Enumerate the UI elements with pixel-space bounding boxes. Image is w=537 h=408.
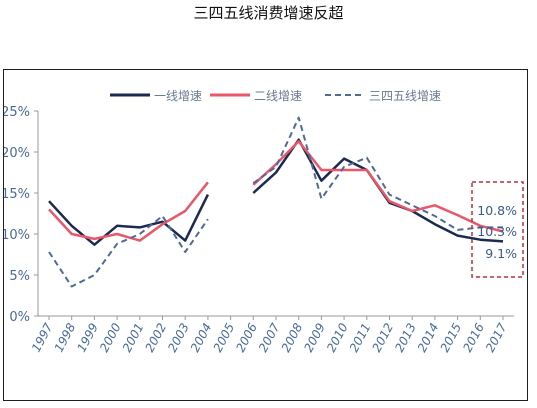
x-tick-label: 2009: [301, 321, 328, 355]
x-tick-label: 2000: [97, 321, 124, 355]
x-tick-label: 2003: [165, 321, 192, 355]
x-tick-label: 2013: [392, 321, 419, 355]
chart-axes: 0% 5% 10% 15% 20% 25% 199719981999200020012002…: [4, 105, 514, 354]
x-tick-label: 2017: [483, 321, 510, 355]
x-tick-label: 2008: [279, 321, 306, 355]
y-tick-label: 15%: [4, 187, 30, 202]
chart-frame: 0% 5% 10% 15% 20% 25% 1997 1998 1999 2000 2001 2002…: [3, 69, 528, 401]
x-tick-label: 2016: [460, 321, 487, 355]
x-tick-label: 2012: [369, 321, 396, 355]
x-tick-label: 1999: [74, 321, 101, 355]
legend-label: 二线增速: [254, 89, 302, 103]
series-line: [252, 140, 504, 233]
x-tick-label: 2014: [415, 321, 442, 355]
chart-series: [48, 116, 504, 288]
x-tick-label: 2015: [438, 321, 465, 355]
x-tick-label: 1997: [29, 321, 56, 355]
y-tick-label: 10%: [4, 228, 30, 243]
x-tick-label: 2005: [211, 321, 238, 355]
chart-annotations: 10.8% 10.3% 9.1%: [471, 181, 524, 278]
chart-legend: 一线增速 二线增速 三四五线增速: [110, 89, 441, 103]
x-tick-label: 2002: [142, 321, 169, 355]
series-line: [252, 116, 503, 231]
page-title: 三四五线消费增速反超: [193, 4, 344, 22]
x-tick-label: 2007: [256, 321, 283, 355]
legend-label: 三四五线增速: [369, 89, 441, 103]
y-tick-label: 25%: [4, 105, 30, 120]
series-line: [48, 215, 209, 288]
highlight-box: [471, 181, 524, 278]
x-tick-label: 2001: [120, 321, 147, 355]
series-line: [252, 138, 504, 243]
data-label: 10.8%: [477, 203, 517, 218]
x-tick-label: 1998: [52, 321, 79, 355]
y-tick-label: 0%: [9, 310, 30, 325]
legend-label: 一线增速: [154, 89, 202, 103]
x-tick-label: 2004: [188, 321, 215, 355]
data-label: 10.3%: [477, 224, 517, 239]
x-tick-label: 2006: [233, 321, 260, 355]
x-tick-label: 2010: [324, 321, 351, 355]
data-label: 9.1%: [485, 246, 517, 261]
line-chart: 0% 5% 10% 15% 20% 25% 199719981999200020012002…: [4, 89, 524, 354]
x-tick-label: 2011: [347, 321, 374, 355]
series-line: [48, 194, 210, 246]
y-tick-label: 20%: [4, 146, 30, 161]
series-line: [48, 181, 209, 242]
y-tick-label: 5%: [9, 269, 30, 284]
